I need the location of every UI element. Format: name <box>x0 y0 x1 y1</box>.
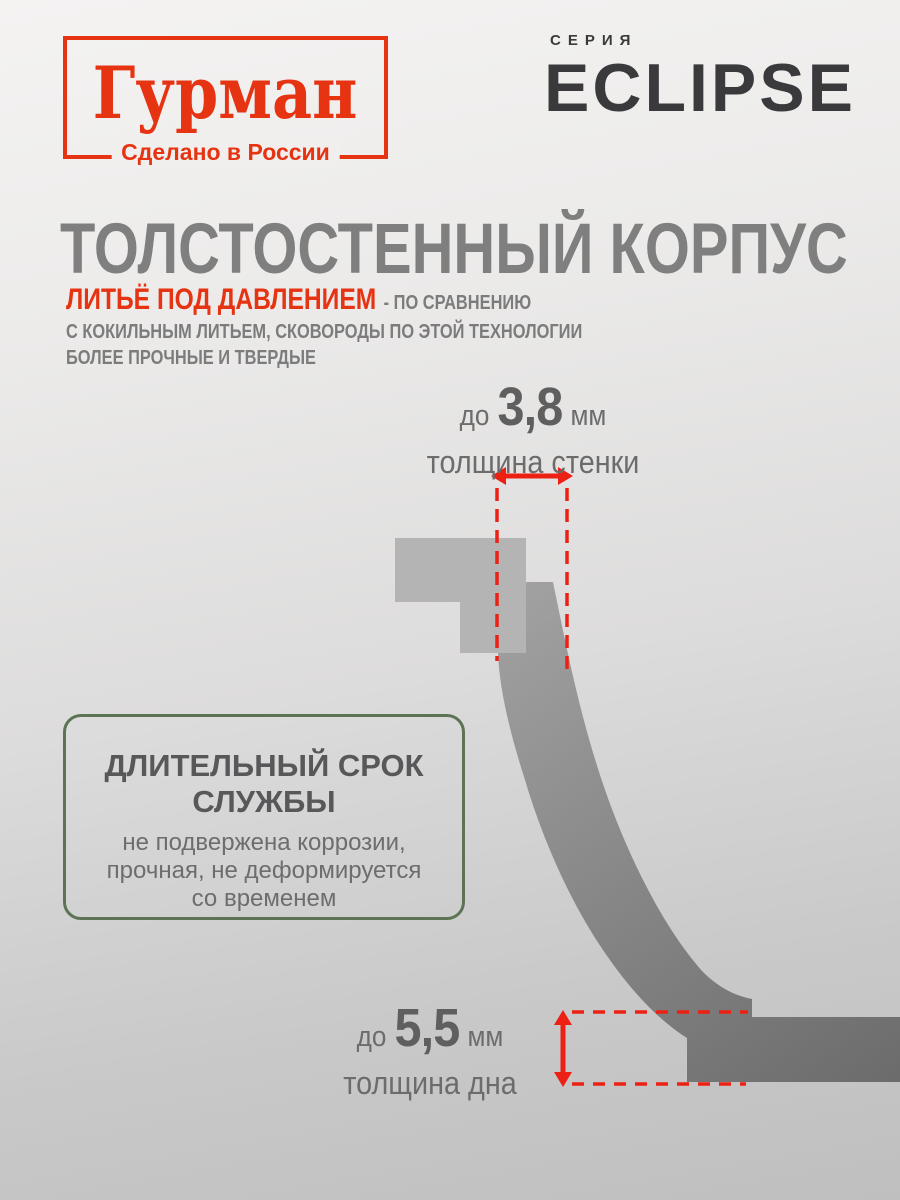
technology-line1: ЛИТЬЁ ПОД ДАВЛЕНИЕМ - ПО СРАВНЕНИЮ <box>66 283 582 320</box>
wall-thickness-value-line: до 3,8 мм <box>393 377 674 443</box>
benefit-title-line1: ДЛИТЕЛЬНЫЙ СРОК <box>104 748 424 783</box>
wall-thickness-unit: мм <box>570 400 607 432</box>
bottom-thickness-label: до 5,5 мм толщина дна <box>295 998 565 1101</box>
benefit-text: не подвержена коррозии, прочная, не дефо… <box>66 829 462 913</box>
bottom-thickness-value-line: до 5,5 мм <box>295 998 565 1064</box>
wall-thickness-label: до 3,8 мм толщина стенки <box>393 377 674 480</box>
bottom-thickness-dimension-icon <box>554 1010 748 1087</box>
bottom-thickness-caption: толщина дна <box>343 1065 517 1101</box>
technology-line1-rest: - ПО СРАВНЕНИЮ <box>383 292 532 314</box>
brand-logo: Гурман Сделано в России <box>63 36 388 166</box>
technology-line3: БОЛЕЕ ПРОЧНЫЕ И ТВЕРДЫЕ <box>66 346 316 369</box>
benefit-text-line1: не подвержена коррозии, <box>122 829 406 856</box>
pan-rim-shape <box>395 538 526 653</box>
benefit-title-line2: СЛУЖБЫ <box>192 784 336 819</box>
wall-thickness-prefix: до <box>459 400 490 432</box>
bottom-thickness-unit: мм <box>467 1021 504 1053</box>
bottom-thickness-prefix: до <box>356 1021 387 1053</box>
wall-thickness-dimension-icon <box>491 467 573 674</box>
benefit-box: ДЛИТЕЛЬНЫЙ СРОК СЛУЖБЫ не подвержена кор… <box>63 714 465 920</box>
series-label: СЕРИЯ <box>550 32 638 49</box>
brand-name: Гурман <box>93 49 358 135</box>
wall-thickness-caption: толщина стенки <box>426 444 640 480</box>
page-title: ТОЛСТОСТЕННЫЙ КОРПУС <box>60 210 848 289</box>
pan-wall-shape <box>395 538 900 1082</box>
benefit-text-line3: со временем <box>191 885 337 912</box>
bottom-thickness-value: 5,5 <box>394 998 460 1058</box>
wall-thickness-value: 3,8 <box>497 377 563 437</box>
technology-line2: С КОКИЛЬНЫМ ЛИТЬЕМ, СКОВОРОДЫ ПО ЭТОЙ ТЕ… <box>66 321 583 343</box>
series-name: ECLIPSE <box>544 50 856 126</box>
benefit-title: ДЛИТЕЛЬНЫЙ СРОК СЛУЖБЫ <box>66 748 462 820</box>
technology-description: ЛИТЬЁ ПОД ДАВЛЕНИЕМ - ПО СРАВНЕНИЮ С КОК… <box>66 283 582 371</box>
technology-highlight: ЛИТЬЁ ПОД ДАВЛЕНИЕМ <box>66 283 377 316</box>
benefit-text-line2: прочная, не деформируется <box>106 857 422 884</box>
made-in-russia-label: Сделано в России <box>111 138 340 166</box>
